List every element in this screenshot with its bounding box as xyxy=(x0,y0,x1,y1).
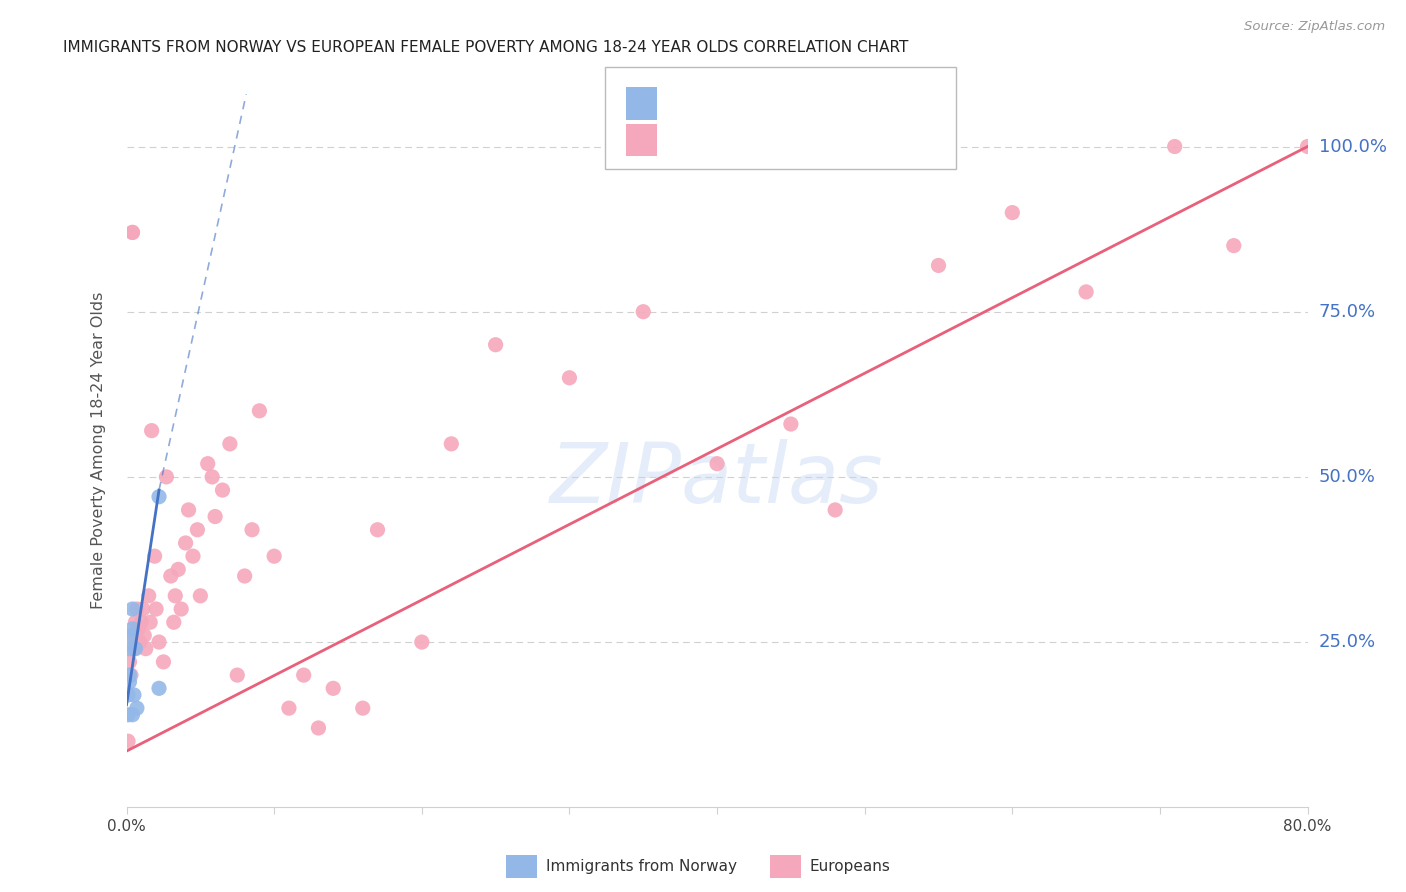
Point xyxy=(706,457,728,471)
Point xyxy=(121,226,143,240)
Point xyxy=(118,641,141,656)
Point xyxy=(1001,205,1024,219)
Point xyxy=(165,589,187,603)
Point xyxy=(928,259,950,273)
Point xyxy=(186,523,208,537)
Point xyxy=(201,470,224,484)
Point xyxy=(124,615,146,630)
Point xyxy=(631,304,654,318)
Point xyxy=(124,641,146,656)
Point xyxy=(219,437,242,451)
Point xyxy=(1296,139,1319,153)
Text: Immigrants from Norway: Immigrants from Norway xyxy=(546,859,737,873)
Point xyxy=(233,569,256,583)
Point xyxy=(122,641,145,656)
Point xyxy=(174,536,197,550)
Point xyxy=(120,668,142,682)
Text: Europeans: Europeans xyxy=(810,859,891,873)
Point xyxy=(117,688,139,702)
Point xyxy=(152,655,174,669)
Text: Source: ZipAtlas.com: Source: ZipAtlas.com xyxy=(1244,20,1385,33)
Point xyxy=(159,569,183,583)
Point xyxy=(125,602,148,616)
Point xyxy=(1076,285,1098,299)
Point xyxy=(188,589,211,603)
Point xyxy=(129,615,153,630)
Point xyxy=(163,615,186,630)
Point xyxy=(247,404,270,418)
Text: ZIPatlas: ZIPatlas xyxy=(550,439,884,519)
Point xyxy=(307,721,329,735)
Point xyxy=(118,668,141,682)
Point xyxy=(779,417,801,431)
Point xyxy=(197,457,219,471)
Point xyxy=(127,622,149,636)
Point xyxy=(121,622,143,636)
Point xyxy=(122,628,145,642)
Point xyxy=(366,523,388,537)
Point xyxy=(292,668,315,682)
Point xyxy=(352,701,374,715)
Point xyxy=(118,655,141,669)
Point xyxy=(322,681,344,696)
Point xyxy=(143,549,166,564)
Point xyxy=(177,503,200,517)
Point xyxy=(128,635,150,649)
Point xyxy=(155,470,177,484)
Point xyxy=(411,635,433,649)
Point xyxy=(484,337,508,351)
Point xyxy=(1222,238,1246,252)
Point xyxy=(181,549,204,564)
Text: 25.0%: 25.0% xyxy=(1319,633,1376,651)
Point xyxy=(167,562,190,576)
Point xyxy=(138,589,160,603)
Point xyxy=(148,490,170,504)
Point xyxy=(139,615,162,630)
Text: 75.0%: 75.0% xyxy=(1319,302,1376,321)
Point xyxy=(122,688,145,702)
Text: N = 14: N = 14 xyxy=(776,95,839,112)
Point xyxy=(120,628,142,642)
Point xyxy=(118,674,141,689)
Point xyxy=(125,701,148,715)
Point xyxy=(824,503,846,517)
Point xyxy=(263,549,285,564)
Point xyxy=(134,628,156,642)
Point xyxy=(132,602,155,616)
Text: 100.0%: 100.0% xyxy=(1319,137,1386,155)
Y-axis label: Female Poverty Among 18-24 Year Olds: Female Poverty Among 18-24 Year Olds xyxy=(91,292,105,609)
Point xyxy=(141,424,163,438)
Point xyxy=(240,523,263,537)
Point xyxy=(121,602,143,616)
Point xyxy=(148,681,170,696)
Point xyxy=(170,602,193,616)
Text: N = 63: N = 63 xyxy=(776,131,839,149)
Point xyxy=(440,437,463,451)
Text: 50.0%: 50.0% xyxy=(1319,468,1375,486)
Text: R = 0.659: R = 0.659 xyxy=(671,131,761,149)
Point xyxy=(135,641,157,656)
Point xyxy=(211,483,233,497)
Point xyxy=(148,635,170,649)
Point xyxy=(226,668,249,682)
Point xyxy=(278,701,301,715)
Text: IMMIGRANTS FROM NORWAY VS EUROPEAN FEMALE POVERTY AMONG 18-24 YEAR OLDS CORRELAT: IMMIGRANTS FROM NORWAY VS EUROPEAN FEMAL… xyxy=(63,40,908,55)
Point xyxy=(121,707,143,722)
Text: R = 0.624: R = 0.624 xyxy=(671,95,761,112)
Point xyxy=(117,707,139,722)
Point xyxy=(145,602,167,616)
Point xyxy=(121,226,143,240)
Point xyxy=(1164,139,1187,153)
Point xyxy=(117,734,139,748)
Point xyxy=(558,371,581,385)
Point xyxy=(204,509,226,524)
